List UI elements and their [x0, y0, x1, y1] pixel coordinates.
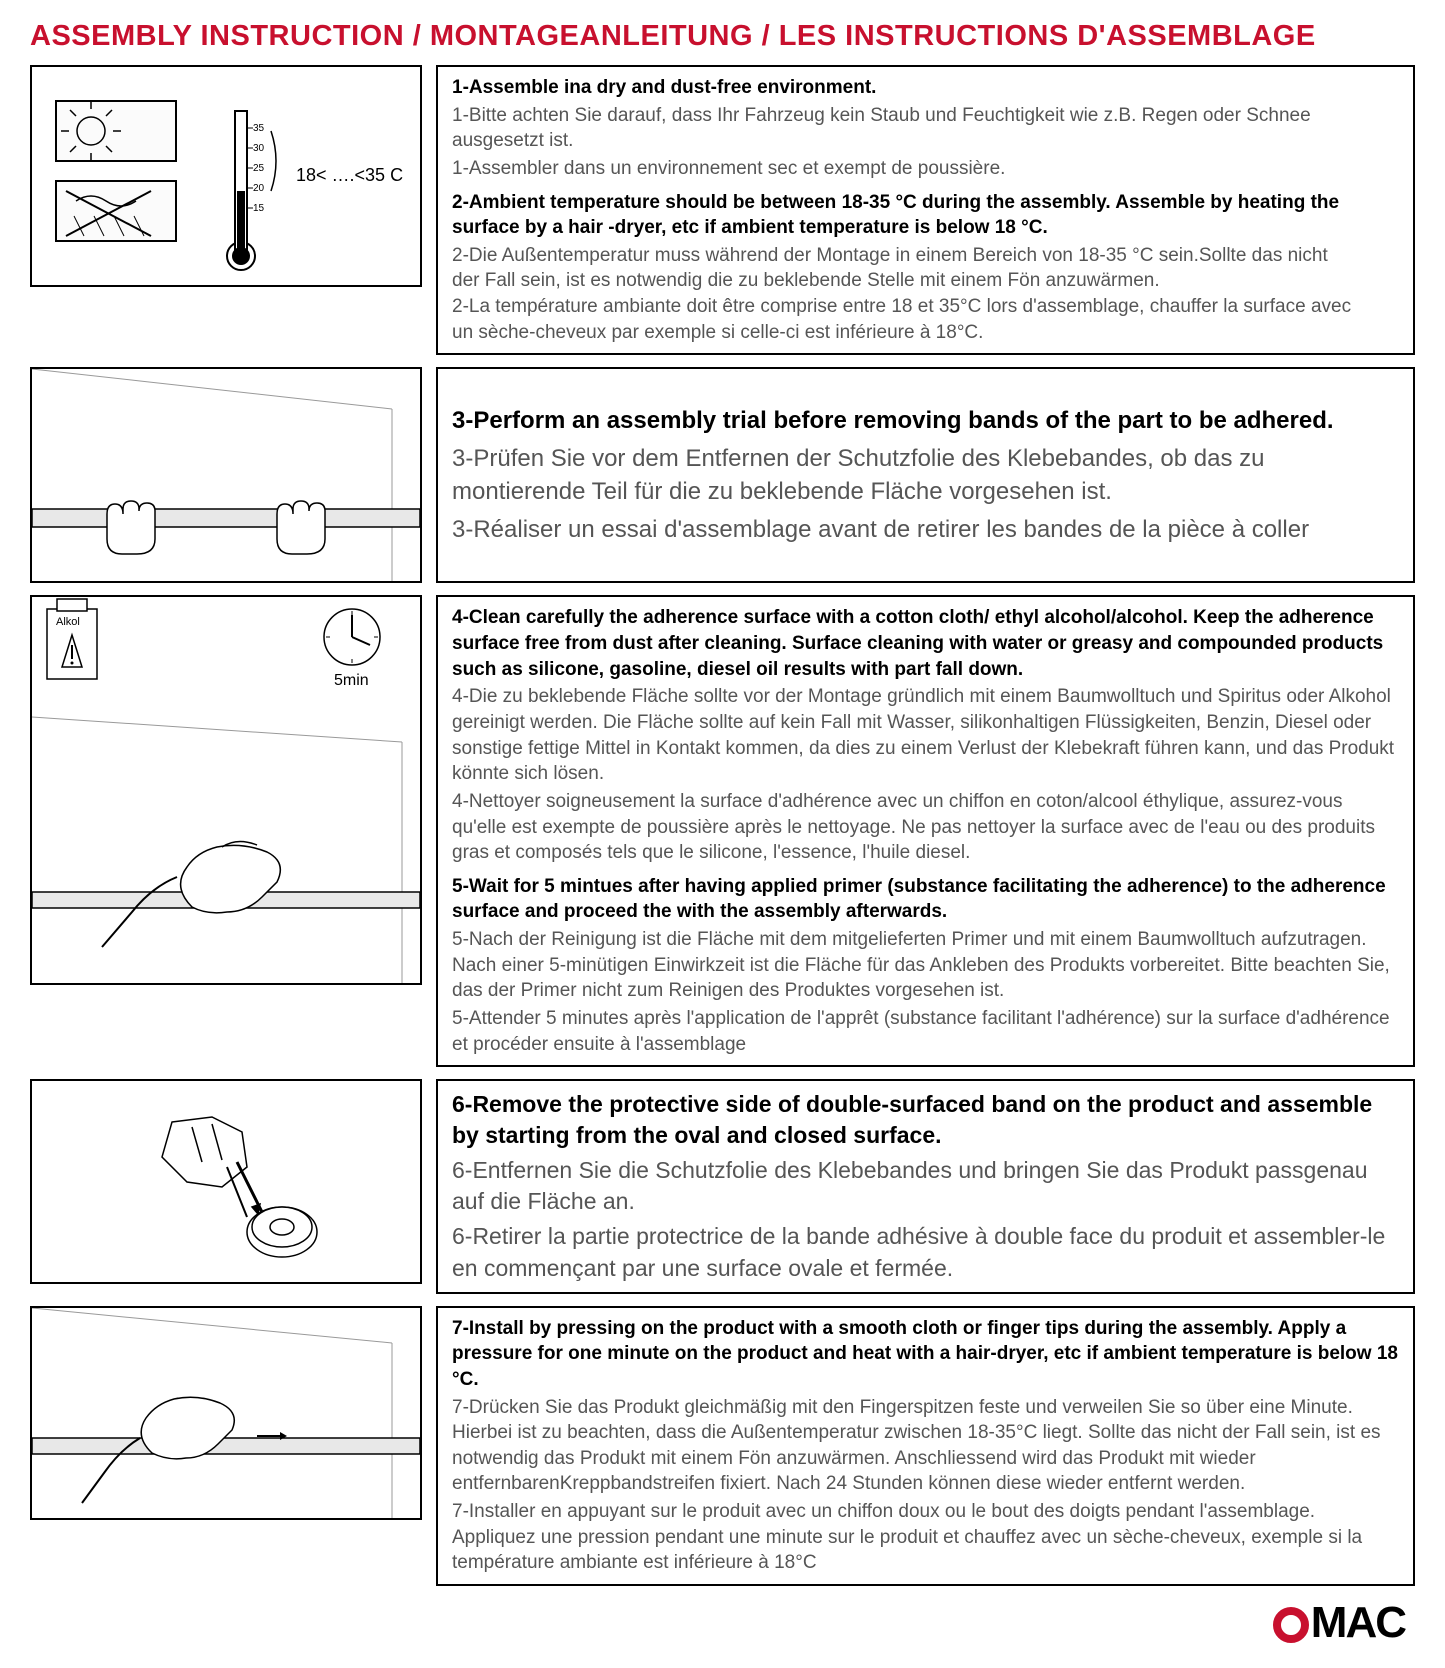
step7-en: 7-Install by pressing on the product wit…	[452, 1316, 1399, 1393]
brand-logo: MAC	[1273, 1598, 1405, 1648]
step-4-5-illustration: Alkol 5min	[30, 595, 422, 985]
step-6-text: 6-Remove the protective side of double-s…	[436, 1079, 1415, 1293]
logo-text: MAC	[1311, 1598, 1405, 1648]
step5-de: 5-Nach der Reinigung ist die Fläche mit …	[452, 927, 1399, 1004]
logo-o-icon	[1273, 1607, 1309, 1643]
alcohol-label: Alkol	[56, 616, 80, 628]
step3-en: 3-Perform an assembly trial before remov…	[452, 404, 1399, 438]
step6-en: 6-Remove the protective side of double-s…	[452, 1089, 1399, 1151]
step3-de2: montierende Teil für die zu beklebende F…	[452, 475, 1399, 509]
step3-fr: 3-Réaliser un essai d'assemblage avant d…	[452, 513, 1399, 547]
press-install-icon	[32, 1308, 420, 1518]
svg-text:20: 20	[253, 183, 265, 194]
step-4-5-text: 4-Clean carefully the adherence surface …	[436, 595, 1415, 1067]
step-1-2-row: 35 30 25 20 15 18< ….<35 C 1-Assemble in…	[30, 65, 1415, 355]
peel-tape-icon	[32, 1082, 420, 1282]
step2-en: 2-Ambient temperature should be between …	[452, 190, 1399, 241]
step3-de1: 3-Prüfen Sie vor dem Entfernen der Schut…	[452, 442, 1399, 476]
step-7-illustration	[30, 1306, 422, 1520]
step4-de: 4-Die zu beklebende Fläche sollte vor de…	[452, 684, 1399, 787]
step7-fr: 7-Installer en appuyant sur le produit a…	[452, 1499, 1399, 1576]
step5-fr: 5-Attender 5 minutes après l'application…	[452, 1006, 1399, 1057]
step-6-illustration	[30, 1079, 422, 1284]
step4-en: 4-Clean carefully the adherence surface …	[452, 605, 1399, 682]
step2-de2: der Fall sein, ist es notwendig die zu b…	[452, 268, 1399, 294]
step7-de: 7-Drücken Sie das Produkt gleichmäßig mi…	[452, 1395, 1399, 1498]
step6-de: 6-Entfernen Sie die Schutzfolie des Kleb…	[452, 1155, 1399, 1217]
step1-en: 1-Assemble ina dry and dust-free environ…	[452, 75, 1399, 101]
svg-text:35: 35	[253, 123, 265, 134]
svg-text:25: 25	[253, 163, 265, 174]
step4-fr: 4-Nettoyer soigneusement la surface d'ad…	[452, 789, 1399, 866]
step-4-5-row: Alkol 5min	[30, 595, 1415, 1067]
step2-fr2: un sèche-cheveux par exemple si celle-ci…	[452, 320, 1399, 346]
step-1-2-illustration: 35 30 25 20 15 18< ….<35 C	[30, 65, 422, 287]
step-1-2-text: 1-Assemble ina dry and dust-free environ…	[436, 65, 1415, 355]
step1-fr: 1-Assembler dans un environnement sec et…	[452, 156, 1399, 182]
svg-text:30: 30	[253, 143, 265, 154]
svg-text:15: 15	[253, 203, 265, 214]
step-3-text: 3-Perform an assembly trial before remov…	[436, 367, 1415, 583]
step2-de1: 2-Die Außentemperatur muss während der M…	[452, 243, 1399, 269]
step-3-row: 3-Perform an assembly trial before remov…	[30, 367, 1415, 583]
step-7-row: 7-Install by pressing on the product wit…	[30, 1306, 1415, 1586]
step5-en: 5-Wait for 5 mintues after having applie…	[452, 874, 1399, 925]
temp-diagram-icon: 35 30 25 20 15 18< ….<35 C	[36, 71, 416, 281]
step-3-illustration	[30, 367, 422, 583]
step1-de: 1-Bitte achten Sie darauf, dass Ihr Fahr…	[452, 103, 1399, 154]
trial-fit-icon	[32, 369, 420, 581]
step-7-text: 7-Install by pressing on the product wit…	[436, 1306, 1415, 1586]
step-6-row: 6-Remove the protective side of double-s…	[30, 1079, 1415, 1293]
temp-range-label: 18< ….<35 C	[296, 165, 403, 185]
clean-surface-icon: Alkol 5min	[32, 597, 420, 983]
page-container: ASSEMBLY INSTRUCTION / MONTAGEANLEITUNG …	[0, 0, 1445, 1668]
page-title: ASSEMBLY INSTRUCTION / MONTAGEANLEITUNG …	[30, 20, 1415, 53]
time-label: 5min	[334, 672, 369, 689]
step2-fr1: 2-La température ambiante doit être comp…	[452, 294, 1399, 320]
step6-fr: 6-Retirer la partie protectrice de la ba…	[452, 1221, 1399, 1283]
footer: MAC	[30, 1598, 1415, 1648]
